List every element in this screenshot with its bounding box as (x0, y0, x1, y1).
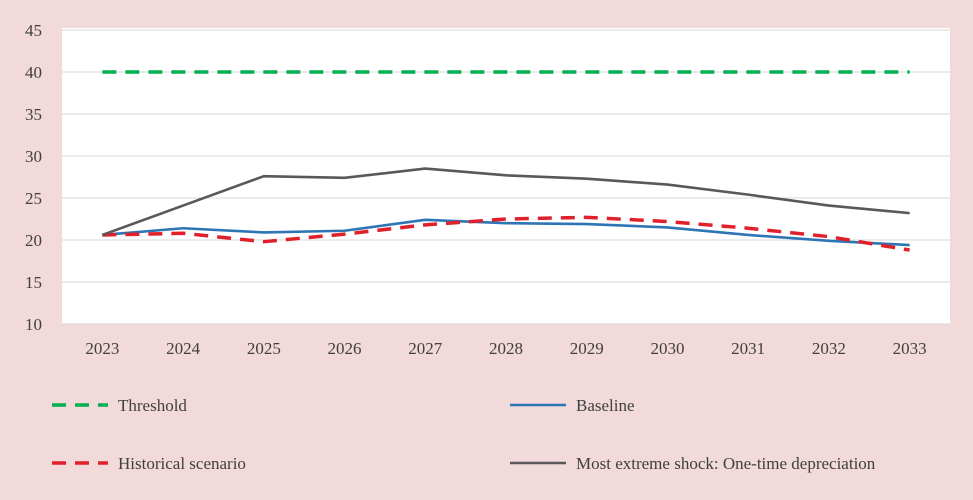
series-line-baseline (102, 218, 910, 247)
x-tick-label: 2031 (731, 339, 765, 358)
x-tick-label: 2029 (570, 339, 604, 358)
x-tick-label: 2024 (166, 339, 201, 358)
legend-label-threshold: Threshold (118, 396, 187, 415)
y-tick-label: 10 (25, 315, 42, 334)
series-line-most-extreme-shock-one-time-depreciation (101, 167, 910, 237)
legend: Threshold Baseline Historical scenario Most… (52, 396, 876, 473)
x-tick-label: 2032 (812, 339, 846, 358)
series-lines (101, 70, 910, 252)
x-tick-label: 2026 (328, 339, 362, 358)
series-line-historical-scenario (102, 215, 910, 252)
x-tick-label: 2028 (489, 339, 523, 358)
x-tick-label: 2023 (85, 339, 119, 358)
x-axis-ticks: 2023 2024 2025 2026 2027 2028 2029 2030 2031 2032… (85, 339, 926, 358)
legend-label-most-extreme-shock-one-time-depreciation: Most extreme shock: One-time depreciatio… (576, 454, 876, 473)
y-tick-label: 25 (25, 189, 42, 208)
x-tick-label: 2030 (650, 339, 684, 358)
y-tick-label: 15 (25, 273, 42, 292)
y-tick-label: 20 (25, 231, 42, 250)
legend-label-baseline: Baseline (576, 396, 635, 415)
x-tick-label: 2025 (247, 339, 281, 358)
y-tick-label: 40 (25, 63, 42, 82)
y-tick-label: 30 (25, 147, 42, 166)
y-tick-label: 35 (25, 105, 42, 124)
y-axis-ticks: 10 15 20 25 30 35 40 45 (25, 21, 42, 334)
x-tick-label: 2027 (408, 339, 443, 358)
y-tick-label: 45 (25, 21, 42, 40)
legend-label-historical-scenario: Historical scenario (118, 454, 246, 473)
x-tick-label: 2033 (893, 339, 927, 358)
